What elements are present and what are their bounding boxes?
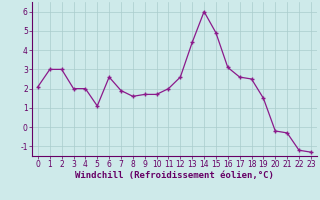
X-axis label: Windchill (Refroidissement éolien,°C): Windchill (Refroidissement éolien,°C): [75, 171, 274, 180]
